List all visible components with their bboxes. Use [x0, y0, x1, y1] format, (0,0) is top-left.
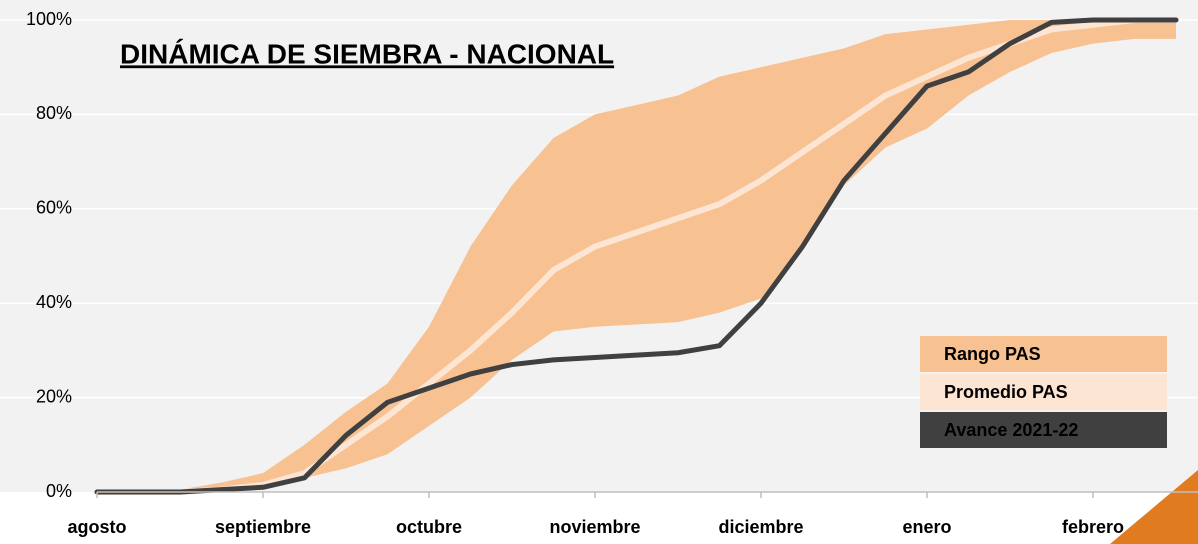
x-tick-label: febrero: [1062, 517, 1124, 537]
x-tick-label: diciembre: [718, 517, 803, 537]
series-line: [94, 17, 1179, 495]
legend-swatch: [920, 336, 1167, 372]
y-tick-label: 20%: [36, 386, 72, 406]
series-line: [94, 17, 1179, 495]
y-tick-label: 80%: [36, 103, 72, 123]
x-tick-label: noviembre: [549, 517, 640, 537]
legend-label: Promedio PAS: [944, 382, 1068, 402]
legend-label: Avance 2021-22: [944, 420, 1078, 440]
y-tick-label: 60%: [36, 198, 72, 218]
x-tick-label: octubre: [396, 517, 462, 537]
decoration: [1110, 470, 1198, 544]
y-tick-label: 0%: [46, 481, 72, 501]
legend-label: Rango PAS: [944, 344, 1041, 364]
x-tick-label: enero: [902, 517, 951, 537]
y-tick-label: 40%: [36, 292, 72, 312]
marks: [94, 17, 1179, 495]
chart-title: DINÁMICA DE SIEMBRA - NACIONAL: [120, 38, 614, 69]
y-tick-label: 100%: [26, 9, 72, 29]
legend: Rango PAS Promedio PAS Avance 2021-22: [920, 336, 1167, 448]
legend-swatch: [920, 412, 1167, 448]
x-tick-label: agosto: [67, 517, 126, 537]
range-band: [97, 20, 1176, 492]
legend-swatch: [920, 374, 1167, 410]
x-tick-label: septiembre: [215, 517, 311, 537]
